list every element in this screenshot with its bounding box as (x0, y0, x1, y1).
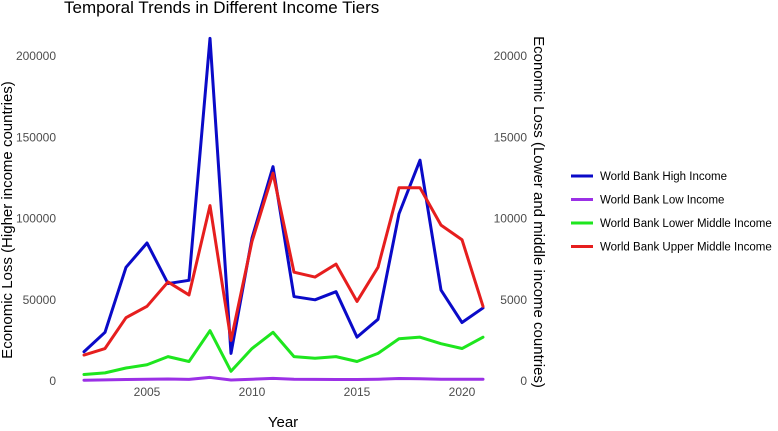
y-right-tick-label: 15000 (494, 130, 528, 144)
x-tick-label: 2015 (344, 385, 371, 399)
series-line (82, 36, 485, 355)
y-left-tick-label: 50000 (23, 293, 57, 307)
plot-area (82, 36, 485, 382)
x-tick-label: 2020 (449, 385, 476, 399)
legend-label: World Bank High Income (600, 171, 727, 183)
legend: World Bank High Income World Bank Low Inc… (571, 171, 772, 254)
y-left-tick-label: 0 (49, 374, 56, 388)
legend-label: World Bank Low Income (600, 195, 724, 207)
x-tick-label: 2010 (239, 385, 266, 399)
series-line (82, 375, 485, 382)
chart-title: Temporal Trends in Different Income Tier… (64, 0, 379, 17)
series-line (82, 171, 485, 357)
y-left-tick-label: 100000 (16, 212, 56, 226)
y-left-tick-label: 150000 (16, 130, 56, 144)
y-axis-right-title: Economic Loss (Lower and middle income c… (530, 36, 547, 388)
y-right-tick-label: 0 (520, 374, 527, 388)
y-right-tick-label: 5000 (500, 293, 527, 307)
y-axis-right: 0 5000 10000 15000 20000 (494, 49, 528, 388)
y-left-tick-label: 200000 (16, 49, 56, 63)
y-axis-left: 0 50000 100000 150000 200000 (16, 49, 56, 388)
y-axis-left-title: Economic Loss (Higher income countries) (0, 81, 16, 359)
x-axis-title: Year (268, 414, 298, 431)
y-right-tick-label: 20000 (494, 49, 528, 63)
x-tick-label: 2005 (134, 385, 161, 399)
legend-label: World Bank Lower Middle Income (600, 218, 772, 230)
y-right-tick-label: 10000 (494, 212, 528, 226)
legend-label: World Bank Upper Middle Income (600, 242, 772, 254)
x-axis: 2005 2010 2015 2020 (134, 385, 476, 399)
series-line (82, 329, 485, 376)
